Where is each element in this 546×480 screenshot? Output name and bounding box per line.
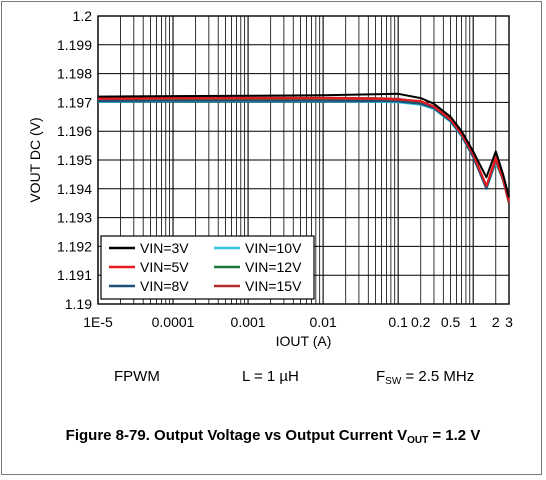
x-tick-label: 0.1 (388, 314, 408, 330)
y-tick-label: 1.199 (57, 37, 92, 53)
condition-inductor: L = 1 µH (242, 368, 299, 385)
plot-area-border (97, 15, 510, 305)
y-tick-label: 1.194 (57, 181, 92, 197)
caption-prefix: Figure 8-79. Output Voltage vs Output Cu… (65, 427, 408, 444)
fsw-value: = 2.5 MHz (401, 368, 475, 385)
series-line-vin-3v (97, 92, 510, 198)
x-tick-label: 0.2 (411, 314, 431, 330)
y-tick-label: 1.196 (57, 123, 92, 139)
fsw-symbol: F (376, 368, 386, 385)
legend-label: VIN=10V (245, 240, 302, 256)
x-tick-label: 0.0001 (152, 314, 195, 330)
x-tick-label: 1 (469, 314, 477, 330)
y-tick-label: 1.198 (57, 66, 92, 82)
x-tick-label: 0.5 (441, 314, 461, 330)
legend-label: VIN=3V (140, 240, 189, 256)
figure-caption: Figure 8-79. Output Voltage vs Output Cu… (0, 427, 546, 446)
condition-mode: FPWM (114, 368, 160, 385)
y-tick-label: 1.197 (57, 94, 92, 110)
x-tick-label: 0.01 (309, 314, 336, 330)
fsw-subscript: SW (385, 376, 402, 387)
x-tick-label: 2 (492, 314, 500, 330)
x-tick-label: 0.001 (231, 314, 266, 330)
y-tick-label: 1.195 (57, 152, 92, 168)
legend-label: VIN=5V (140, 259, 189, 275)
x-axis-label: IOUT (A) (276, 333, 332, 349)
legend-label: VIN=12V (245, 259, 302, 275)
x-tick-label: 1E-5 (83, 314, 113, 330)
legend-label: VIN=8V (140, 278, 189, 294)
legend: VIN=3V VIN=5V VIN=8V VIN=10V VIN=12V VIN=15V (100, 235, 315, 300)
caption-subscript: OUT (407, 435, 429, 446)
y-tick-label: 1.191 (57, 267, 92, 283)
figure-frame (1, 1, 542, 475)
x-tick-label: 3 (505, 314, 513, 330)
y-axis-label: VOUT DC (V) (27, 117, 43, 202)
y-tick-label: 1.193 (57, 210, 92, 226)
y-tick-label: 1.19 (65, 296, 92, 312)
caption-suffix: = 1.2 V (428, 427, 481, 444)
series-line-vin-5v (97, 97, 510, 201)
y-tick-label: 1.2 (73, 8, 93, 24)
chart-svg: 1.19 1.191 1.192 1.193 1.194 1.195 1.196 1.197 1… (27, 8, 513, 349)
legend-box (100, 235, 315, 300)
legend-label: VIN=15V (245, 278, 302, 294)
y-tick-label: 1.192 (57, 238, 92, 254)
condition-fsw: FSW = 2.5 MHz (376, 368, 474, 387)
